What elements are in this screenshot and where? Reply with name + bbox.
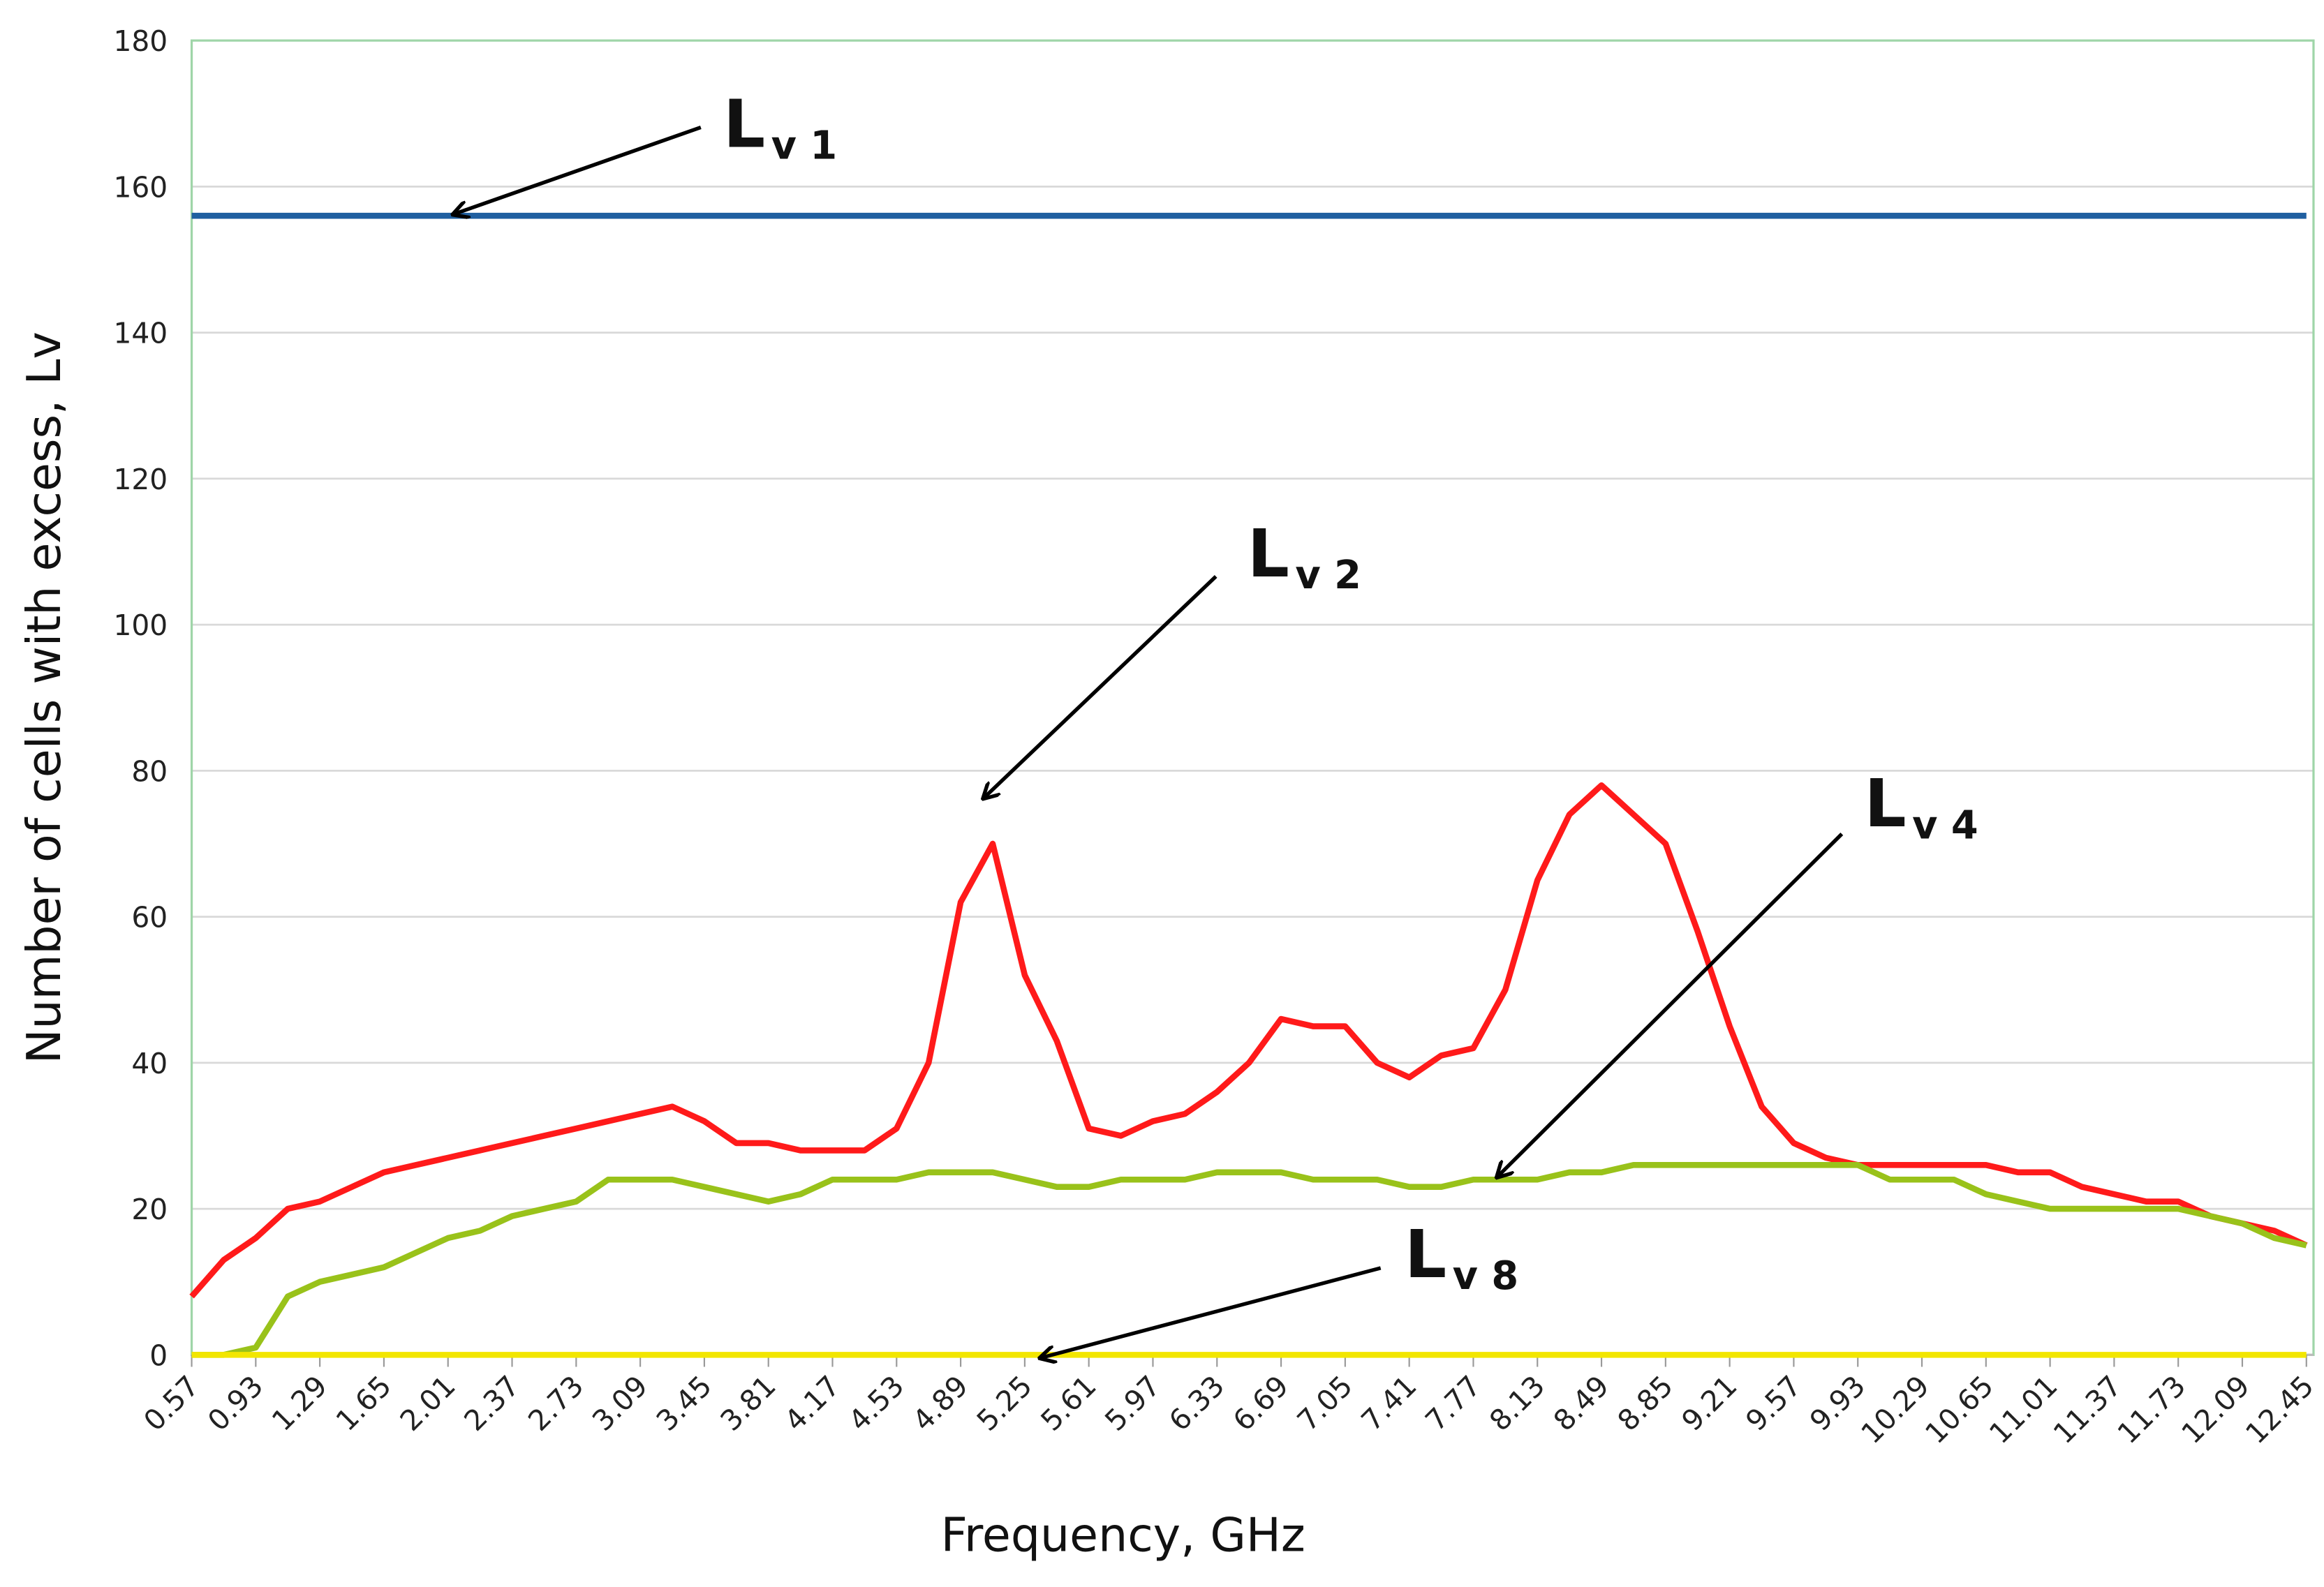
annotation-subscript: v 4: [1912, 803, 1978, 848]
x-tick-label: 7.05: [1291, 1369, 1359, 1438]
y-tick-label: 80: [131, 754, 168, 788]
y-tick-label: 120: [113, 463, 168, 496]
x-tick-label: 2.73: [521, 1369, 590, 1438]
x-tick-label: 11.37: [2047, 1369, 2128, 1450]
x-tick-label: 5.25: [970, 1369, 1039, 1438]
annotation-arrow: [1041, 1266, 1382, 1358]
x-tick-label: 9.57: [1739, 1369, 1807, 1438]
x-tick-label: 1.29: [265, 1369, 334, 1438]
x-tick-label: 7.77: [1419, 1369, 1487, 1438]
x-tick-label: 0.57: [137, 1369, 205, 1438]
x-tick-label: 10.65: [1918, 1369, 1999, 1450]
x-tick-label: 12.09: [2175, 1369, 2256, 1450]
series-line: [189, 782, 2308, 1299]
x-tick-label: 3.45: [650, 1369, 718, 1438]
x-tick-label: 4.17: [778, 1369, 846, 1438]
y-tick-label: 60: [131, 901, 168, 934]
y-axis-title: Number of cells with excess, Lv: [17, 331, 71, 1064]
y-tick-label: 140: [113, 317, 168, 350]
y-tick-label: 0: [149, 1339, 168, 1372]
y-tick-label: 160: [113, 170, 168, 204]
x-tick-label: 11.01: [1983, 1369, 2064, 1450]
x-tick-label: 0.93: [201, 1369, 269, 1438]
x-tick-label: 2.01: [394, 1369, 462, 1438]
x-tick-label: 6.33: [1162, 1369, 1231, 1438]
x-tick-label: 6.69: [1227, 1369, 1295, 1438]
annotation-arrow: [1497, 833, 1844, 1177]
x-axis-title: Frequency, GHz: [941, 1507, 1305, 1562]
plot-border: [190, 39, 2315, 1356]
x-tick-label: 3.81: [714, 1369, 783, 1438]
x-tick-label: 12.45: [2239, 1369, 2320, 1450]
annotation-label: L: [1248, 516, 1289, 593]
annotation-label: L: [1405, 1216, 1446, 1293]
annotation-subscript: v 8: [1453, 1253, 1519, 1299]
x-tick-label: 11.73: [2111, 1369, 2192, 1450]
x-tick-label: 4.53: [842, 1369, 910, 1438]
y-tick-label: 40: [131, 1047, 168, 1080]
annotation-label: L: [1864, 766, 1906, 842]
x-tick-label: 3.09: [586, 1369, 654, 1438]
x-tick-label: 4.89: [906, 1369, 975, 1438]
x-tick-label: 1.65: [330, 1369, 398, 1438]
x-tick-label: 8.85: [1611, 1369, 1680, 1438]
x-tick-label: 7.41: [1354, 1369, 1423, 1438]
x-tick-label: 5.97: [1098, 1369, 1167, 1438]
x-tick-label: 2.37: [457, 1369, 526, 1438]
annotation-label: L: [723, 86, 765, 163]
series-line: [191, 1162, 2307, 1358]
annotation-arrow: [984, 575, 1217, 798]
y-tick-label: 20: [131, 1193, 168, 1226]
annotation-subscript: v 2: [1295, 553, 1361, 598]
x-tick-label: 8.13: [1483, 1369, 1551, 1438]
y-tick-label: 100: [113, 609, 168, 642]
y-tick-label: 180: [113, 24, 168, 58]
x-tick-label: 10.29: [1855, 1369, 1936, 1450]
x-tick-label: 9.21: [1675, 1369, 1743, 1438]
x-tick-label: 5.61: [1035, 1369, 1103, 1438]
annotation-subscript: v 1: [771, 124, 838, 169]
annotation-arrow: [454, 125, 702, 214]
x-tick-label: 8.49: [1547, 1369, 1615, 1438]
